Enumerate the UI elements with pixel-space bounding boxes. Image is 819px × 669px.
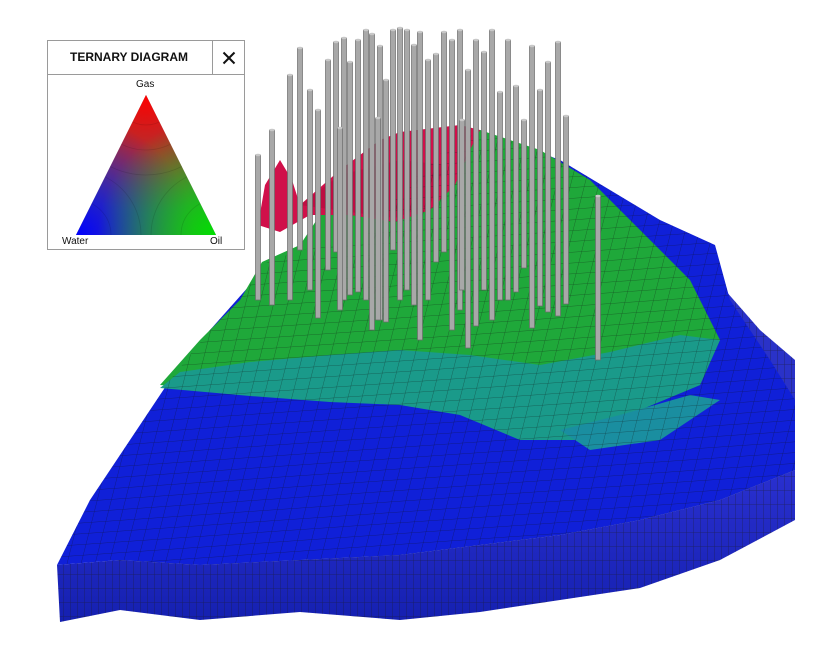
well-pipe-cap (369, 32, 375, 36)
well-pipe-cap (269, 128, 275, 132)
well-pipe[interactable] (383, 79, 389, 323)
well-pipe-cap (297, 46, 303, 50)
well-pipe-cap (489, 28, 495, 32)
well-pipe[interactable] (390, 29, 396, 251)
well-pipe-cap (375, 116, 381, 120)
well-pipe-cap (457, 28, 463, 32)
well-pipe-cap (449, 38, 455, 42)
well-pipe-cap (363, 28, 369, 32)
well-pipe-cap (459, 118, 465, 122)
well-pipe[interactable] (563, 115, 569, 305)
well-pipe-cap (377, 44, 383, 48)
well-pipe-cap (465, 68, 471, 72)
well-pipe-cap (481, 50, 487, 54)
well-pipes[interactable] (255, 26, 601, 361)
well-pipe-cap (383, 78, 389, 82)
well-pipe[interactable] (307, 89, 313, 291)
well-pipe-cap (355, 38, 361, 42)
well-pipe[interactable] (537, 89, 543, 307)
well-pipe-cap (433, 52, 439, 56)
well-pipe-cap (341, 36, 347, 40)
well-pipe[interactable] (325, 59, 331, 271)
well-pipe[interactable] (555, 41, 561, 317)
well-pipe[interactable] (513, 85, 519, 293)
well-pipe-cap (337, 126, 343, 130)
well-pipe[interactable] (433, 53, 439, 263)
well-pipe-cap (287, 73, 293, 77)
water-label: Water (62, 236, 89, 247)
well-pipe[interactable] (545, 61, 551, 313)
well-pipe[interactable] (397, 27, 403, 301)
well-pipe-cap (325, 58, 331, 62)
well-pipe-cap (333, 40, 339, 44)
ternary-triangle (76, 95, 216, 235)
well-pipe[interactable] (529, 45, 535, 329)
well-pipe[interactable] (355, 39, 361, 293)
well-pipe-cap (441, 30, 447, 34)
gas-label: Gas (136, 79, 155, 90)
well-pipe[interactable] (441, 31, 447, 253)
well-pipe[interactable] (473, 39, 479, 327)
panel-title: TERNARY DIAGRAM (70, 50, 189, 64)
ternary-diagram-panel: TERNARY DIAGRAM Gas (47, 40, 245, 250)
well-pipe[interactable] (521, 119, 527, 269)
well-pipe[interactable] (255, 154, 261, 301)
well-pipe[interactable] (481, 51, 487, 291)
well-pipe[interactable] (297, 47, 303, 251)
well-pipe[interactable] (425, 59, 431, 301)
well-pipe-cap (417, 30, 423, 34)
well-pipe[interactable] (489, 29, 495, 321)
oil-label: Oil (210, 236, 223, 247)
well-pipe-cap (411, 43, 417, 47)
well-pipe-cap (555, 40, 561, 44)
well-pipe[interactable] (375, 117, 381, 321)
well-pipe[interactable] (315, 109, 321, 319)
well-pipe[interactable] (269, 129, 275, 306)
well-pipe-cap (397, 26, 403, 30)
well-pipe[interactable] (449, 39, 455, 331)
well-pipe-cap (545, 60, 551, 64)
well-pipe[interactable] (465, 69, 471, 349)
well-pipe-cap (563, 114, 569, 118)
well-pipe[interactable] (369, 33, 375, 331)
well-pipe[interactable] (337, 127, 343, 311)
well-pipe-cap (497, 90, 503, 94)
well-pipe-cap (404, 28, 410, 32)
well-pipe[interactable] (363, 29, 369, 301)
well-pipe-cap (513, 84, 519, 88)
well-pipe-cap (347, 60, 353, 64)
well-pipe-cap (537, 88, 543, 92)
well-pipe-cap (390, 28, 396, 32)
well-pipe[interactable] (287, 74, 293, 301)
well-pipe-cap (595, 194, 601, 198)
close-icon (222, 51, 235, 64)
well-pipe-cap (255, 153, 261, 157)
well-pipe-cap (307, 88, 313, 92)
well-pipe[interactable] (497, 91, 503, 301)
well-pipe[interactable] (505, 39, 511, 301)
close-button[interactable] (212, 41, 244, 74)
well-pipe-cap (315, 108, 321, 112)
well-pipe[interactable] (417, 31, 423, 341)
well-pipe[interactable] (347, 61, 353, 296)
well-pipe-cap (521, 118, 527, 122)
well-pipe[interactable] (404, 29, 410, 291)
well-pipe[interactable] (595, 195, 601, 361)
well-pipe[interactable] (411, 44, 417, 306)
panel-header: TERNARY DIAGRAM (48, 41, 244, 75)
well-pipe-cap (473, 38, 479, 42)
well-pipe-cap (425, 58, 431, 62)
well-pipe-cap (529, 44, 535, 48)
well-pipe[interactable] (459, 119, 465, 291)
well-pipe-cap (505, 38, 511, 42)
ternary-diagram: Gas (48, 75, 244, 249)
